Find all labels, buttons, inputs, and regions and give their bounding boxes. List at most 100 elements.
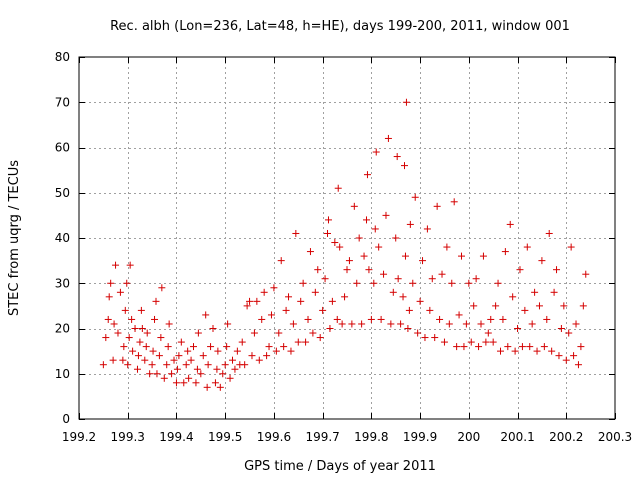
data-point (384, 134, 392, 142)
data-point (324, 229, 332, 237)
data-point (197, 370, 205, 378)
data-point (119, 356, 127, 364)
data-point (360, 252, 368, 260)
data-point (202, 311, 210, 319)
data-point (124, 361, 132, 369)
data-point (506, 220, 514, 228)
data-point (405, 306, 413, 314)
data-point (164, 343, 172, 351)
data-point (438, 270, 446, 278)
data-point (121, 306, 129, 314)
data-point (258, 315, 266, 323)
data-point (207, 343, 215, 351)
data-point (228, 356, 236, 364)
data-point (475, 343, 483, 351)
data-point (535, 302, 543, 310)
data-point (338, 320, 346, 328)
data-point (526, 343, 534, 351)
x-axis-ticks: 199.2 199.3 199.4 199.5 199.6 199.7 199.8 199.9… (62, 57, 632, 444)
data-point (565, 329, 573, 337)
x-tick-label: 200.1 (500, 430, 534, 444)
data-point (421, 334, 429, 342)
data-point (353, 279, 361, 287)
data-point (299, 279, 307, 287)
data-point (487, 315, 495, 323)
data-point (387, 320, 395, 328)
data-point (316, 334, 324, 342)
y-tick-label: 40 (55, 231, 70, 245)
data-point (431, 334, 439, 342)
data-point (294, 338, 302, 346)
data-point (358, 320, 366, 328)
data-point (309, 329, 317, 337)
data-point (267, 311, 275, 319)
data-point (275, 329, 283, 337)
data-point (304, 315, 312, 323)
data-point (380, 270, 388, 278)
data-point (231, 365, 239, 373)
data-point (343, 266, 351, 274)
x-tick-label: 200.2 (549, 430, 583, 444)
data-point (462, 320, 470, 328)
y-tick-label: 20 (55, 322, 70, 336)
data-point (250, 329, 258, 337)
data-point (504, 343, 512, 351)
data-point (406, 220, 414, 228)
data-point (460, 343, 468, 351)
data-point (253, 297, 261, 305)
data-point (219, 370, 227, 378)
y-tick-label: 30 (55, 276, 70, 290)
data-point (392, 234, 400, 242)
data-point (153, 370, 161, 378)
data-point (158, 284, 166, 292)
data-point (270, 284, 278, 292)
y-tick-label: 50 (55, 186, 70, 200)
data-point (105, 293, 113, 301)
data-point (155, 352, 163, 360)
data-point (399, 293, 407, 301)
data-point (365, 266, 373, 274)
data-point (411, 193, 419, 201)
data-point (277, 257, 285, 265)
data-point (102, 334, 110, 342)
data-point (409, 279, 417, 287)
data-point (172, 379, 180, 387)
data-point (160, 374, 168, 382)
data-point (370, 279, 378, 287)
data-point (184, 347, 192, 355)
data-point (458, 252, 466, 260)
data-point (494, 279, 502, 287)
data-point (137, 306, 145, 314)
x-tick-label: 200.3 (598, 430, 632, 444)
data-point (157, 334, 165, 342)
data-point (355, 234, 363, 242)
data-point (579, 302, 587, 310)
data-points (99, 98, 590, 391)
data-point (260, 288, 268, 296)
data-point (306, 248, 314, 256)
data-point (433, 202, 441, 210)
data-point (141, 356, 149, 364)
data-point (285, 293, 293, 301)
data-point (482, 338, 490, 346)
data-point (518, 343, 526, 351)
data-point (190, 343, 198, 351)
data-point (112, 261, 120, 269)
data-point (453, 343, 461, 351)
data-point (148, 361, 156, 369)
data-point (440, 338, 448, 346)
y-tick-label: 10 (55, 367, 70, 381)
data-point (123, 279, 131, 287)
data-point (136, 338, 144, 346)
data-point (319, 306, 327, 314)
data-point (282, 306, 290, 314)
x-tick-label: 199.2 (62, 430, 96, 444)
data-point (128, 315, 136, 323)
data-point (540, 343, 548, 351)
data-point (248, 352, 256, 360)
data-point (567, 243, 575, 251)
data-point (382, 211, 390, 219)
data-point (465, 279, 473, 287)
data-point (400, 162, 408, 170)
data-point (104, 315, 112, 323)
